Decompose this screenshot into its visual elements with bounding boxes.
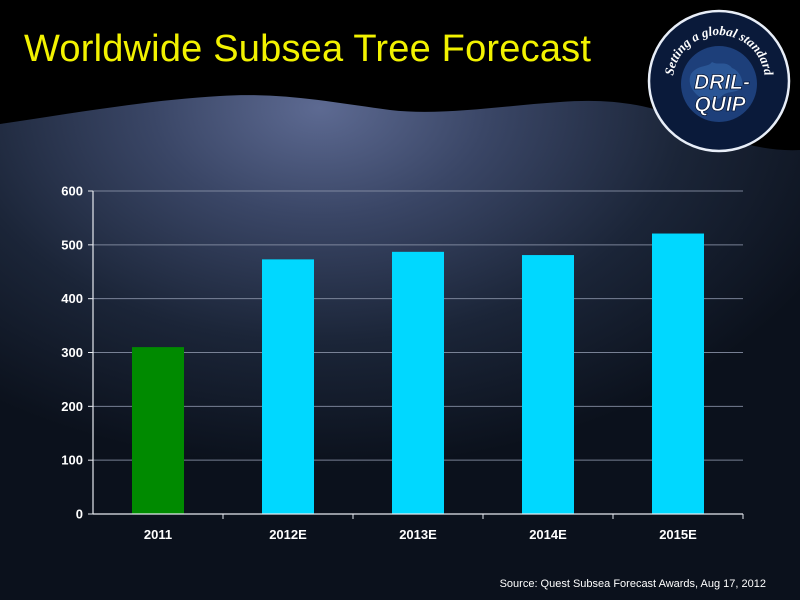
y-tick-label: 500 [61, 237, 83, 252]
y-tick-label: 0 [76, 507, 83, 522]
header-band [0, 0, 800, 151]
axis-labels: 0 100 200 300 400 500 600 2011 2012E 2013E 2014E 20… [61, 184, 697, 543]
source-note: Source: Quest Subsea Forecast Awards, Au… [499, 578, 766, 590]
bar-2015e [652, 233, 704, 515]
x-tick-label: 2011 [144, 527, 172, 542]
y-tick-label: 600 [61, 184, 83, 199]
x-tick-label: 2014E [529, 527, 567, 542]
dril-quip-logo: Setting a global standard DRIL- QUIP [647, 9, 791, 153]
logo-brand-line2: QUIP [694, 93, 746, 116]
bar-2012e [262, 259, 314, 514]
bar-2013e [392, 251, 444, 514]
y-tick-label: 200 [61, 399, 83, 414]
bar-2011 [132, 347, 184, 514]
y-tick-label: 400 [61, 291, 83, 306]
x-tick-label: 2015E [659, 527, 697, 542]
bars [132, 233, 704, 515]
x-tick-label: 2013E [399, 527, 437, 542]
logo-brand-line1: DRIL- [694, 71, 750, 94]
page-title: Worldwide Subsea Tree Forecast [24, 28, 592, 70]
y-tick-label: 300 [61, 345, 83, 360]
x-tick-label: 2012E [269, 527, 307, 542]
axes [88, 190, 744, 519]
y-tick-label: 100 [61, 453, 83, 468]
bar-chart: 0 100 200 300 400 500 600 2011 2012E 2013E 2014E 20… [61, 184, 744, 543]
bar-2014e [522, 255, 574, 515]
